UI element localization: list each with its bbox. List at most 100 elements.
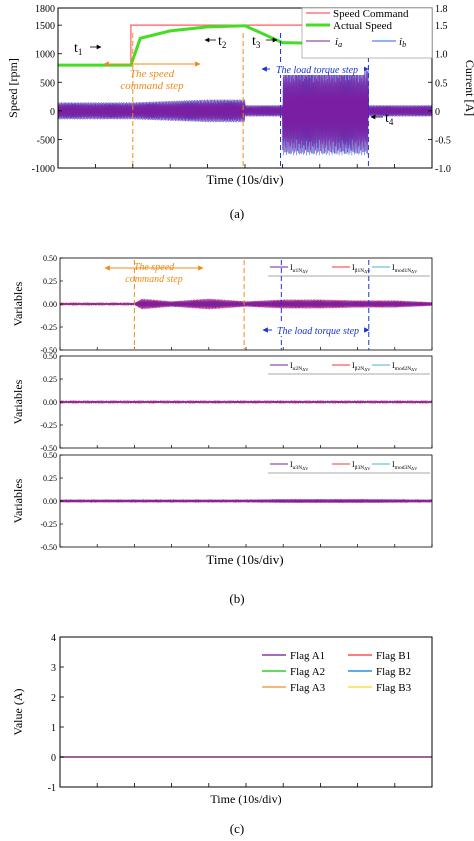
chart-b-xlabel: Time (10s/div) <box>206 552 283 567</box>
chart-b-panel-3: 0.50 0.25 0.00 -0.25 -0.50 Variables Iα3NΔV Iβ3… <box>11 451 433 552</box>
chart-b-ylabel: Variables <box>11 379 25 424</box>
chart-b-ytick-label: -0.25 <box>40 520 57 529</box>
chart-c-ytick-label: 1 <box>51 723 56 734</box>
chart-b-legend-label: Imod2NΔV <box>392 361 418 372</box>
chart-c-legend-label: Flag B1 <box>376 650 411 662</box>
chart-b-ytick-label: -0.25 <box>40 421 57 430</box>
chart-a-y2tick-label: -0.5 <box>435 135 451 146</box>
chart-c: 4 3 2 1 0 -1 Value (A) Time (10s/div) Flag A1… <box>11 633 433 806</box>
chart-a-speed-step-line2: command step <box>120 80 184 92</box>
chart-c-legend-label: Flag B3 <box>376 682 412 694</box>
chart-c-xlabel: Time (10s/div) <box>210 792 281 806</box>
chart-a-ytick-label: 1500 <box>35 21 55 32</box>
chart-a-ytick-label: 1000 <box>35 50 55 61</box>
chart-b-ytick-label: 0.50 <box>43 352 57 361</box>
chart-a-legend-box <box>301 7 433 59</box>
chart-b-subplots: 0.50 0.25 0.00 -0.25 -0.50 Variables Iα1NΔV Iβ1… <box>11 254 433 552</box>
chart-a-xlabel: Time (10s/div) <box>206 172 283 187</box>
chart-b: 0.50 0.25 0.00 -0.25 -0.50 Variables Iα1NΔV Iβ1… <box>11 254 433 567</box>
chart-a-speed-step-line1: The speed <box>130 68 175 80</box>
chart-a-ytick-label: -1000 <box>32 164 55 175</box>
chart-a-current-waveforms <box>57 66 433 156</box>
chart-a-y2tick-label: 1.8 <box>435 4 448 15</box>
chart-a-legend: Speed Command Actual Speed ia ib <box>301 7 433 59</box>
chart-a: 1800 1500 1000 500 0 -500 -1000 1.8 1.5 1.0 0.5 0 -… <box>6 4 474 187</box>
chart-a-ytick-label: 1800 <box>35 4 55 15</box>
chart-b-legend-label: Iα2NΔV <box>290 361 309 372</box>
chart-b-ylabel: Variables <box>11 478 25 523</box>
chart-b-legend-label: Iα1NΔV <box>290 263 309 274</box>
chart-a-y2tick-label: 1.5 <box>435 21 448 32</box>
chart-b-legend-label: Iβ3NΔV <box>352 460 371 471</box>
chart-b-ytick-label: 0.25 <box>43 277 57 286</box>
chart-a-series-ia <box>57 67 433 154</box>
chart-b-speed-step-line1: The speed <box>134 262 175 273</box>
chart-a-load-step: The load torque step <box>276 65 358 76</box>
chart-c-ytick-label: 2 <box>51 693 56 704</box>
chart-b-panel-1-series-a <box>59 298 433 310</box>
chart-a-ylabel: Speed [rpm] <box>6 58 20 118</box>
chart-a-ytick-label: 500 <box>40 78 55 89</box>
chart-c-x-ticks <box>59 783 433 787</box>
chart-c-ytick-label: -1 <box>48 783 56 794</box>
chart-a-left-ticks: 1800 1500 1000 500 0 -500 -1000 <box>32 4 62 175</box>
chart-b-legend-label: Iβ1NΔV <box>352 263 371 274</box>
chart-b-annotations: The speed command step The load torque s… <box>104 262 370 337</box>
chart-c-ytick-label: 4 <box>51 633 56 644</box>
chart-a-legend-actual: Actual Speed <box>333 20 392 32</box>
chart-c-legend-label: Flag A1 <box>290 650 325 662</box>
chart-a-y2label: Current [A] <box>463 60 474 116</box>
chart-c-y-ticks: 4 3 2 1 0 -1 <box>48 633 64 794</box>
chart-c-ytick-label: 0 <box>51 753 56 764</box>
chart-b-ytick-label: 0.00 <box>43 300 57 309</box>
caption-b: (b) <box>229 591 244 606</box>
chart-a-x-ticks <box>57 164 433 168</box>
chart-c-legend-label: Flag A2 <box>290 666 325 678</box>
chart-a-t3: t3 <box>252 34 261 50</box>
chart-b-ytick-label: 0.50 <box>43 451 57 460</box>
chart-c-legend-label: Flag A3 <box>290 682 326 694</box>
chart-b-load-step-bg <box>272 324 364 336</box>
chart-b-ytick-label: 0.50 <box>43 254 57 263</box>
chart-b-ylabel: Variables <box>11 281 25 326</box>
chart-b-panel-3-series-a <box>59 498 433 504</box>
chart-b-ytick-label: 0.25 <box>43 375 57 384</box>
chart-a-legend-ib: ib <box>399 36 406 49</box>
chart-a-ytick-label: -500 <box>37 135 55 146</box>
chart-b-ytick-label: 0.00 <box>43 398 57 407</box>
chart-b-legend-label: Imod1NΔV <box>392 263 418 274</box>
chart-a-step-markers <box>132 33 369 168</box>
chart-a-t4: t4 <box>385 111 394 127</box>
chart-a-legend-ia: ia <box>335 36 342 49</box>
chart-b-ytick-label: -0.50 <box>40 543 57 552</box>
chart-b-ytick-label: 0.25 <box>43 474 57 483</box>
caption-a: (a) <box>230 206 244 221</box>
chart-a-y2tick-label: 0.5 <box>435 78 448 89</box>
chart-b-panel-1: 0.50 0.25 0.00 -0.25 -0.50 Variables Iα1NΔV Iβ1… <box>11 254 433 355</box>
chart-a-y2tick-label: -1.0 <box>435 164 451 175</box>
chart-a-legend-command: Speed Command <box>333 8 409 20</box>
chart-c-ytick-label: 3 <box>51 663 56 674</box>
chart-a-t2: t2 <box>218 34 226 50</box>
chart-a-t1: t1 <box>74 41 82 57</box>
chart-a-annotations: t1 t2 t3 t4 The speed command step The l… <box>74 34 394 127</box>
chart-a-ytick-label: 0 <box>50 107 55 118</box>
caption-c: (c) <box>230 821 244 836</box>
chart-c-ylabel: Value (A) <box>11 689 25 736</box>
chart-b-panel-2-series-a <box>59 399 433 405</box>
chart-b-ytick-label: -0.50 <box>40 346 57 355</box>
chart-b-legend-label: Iα3NΔV <box>290 460 309 471</box>
chart-b-load-step: The load torque step <box>277 326 359 337</box>
chart-c-legend: Flag A1 Flag B1 Flag A2 Flag B2 Flag A3 Flag … <box>262 650 412 694</box>
chart-c-legend-label: Flag B2 <box>376 666 411 678</box>
chart-b-ytick-label: -0.25 <box>40 323 57 332</box>
chart-b-ytick-label: 0.00 <box>43 497 57 506</box>
chart-b-legend-label: Iβ2NΔV <box>352 361 371 372</box>
chart-b-legend-label: Imod3NΔV <box>392 460 418 471</box>
chart-b-ytick-label: -0.50 <box>40 444 57 453</box>
chart-b-panel-2: 0.50 0.25 0.00 -0.25 -0.50 Variables Iα2NΔV Iβ2… <box>11 352 433 453</box>
chart-b-speed-step-line2: command step <box>125 274 183 285</box>
chart-a-y2tick-label: 0 <box>435 107 440 118</box>
chart-a-load-step-bg <box>270 63 364 75</box>
